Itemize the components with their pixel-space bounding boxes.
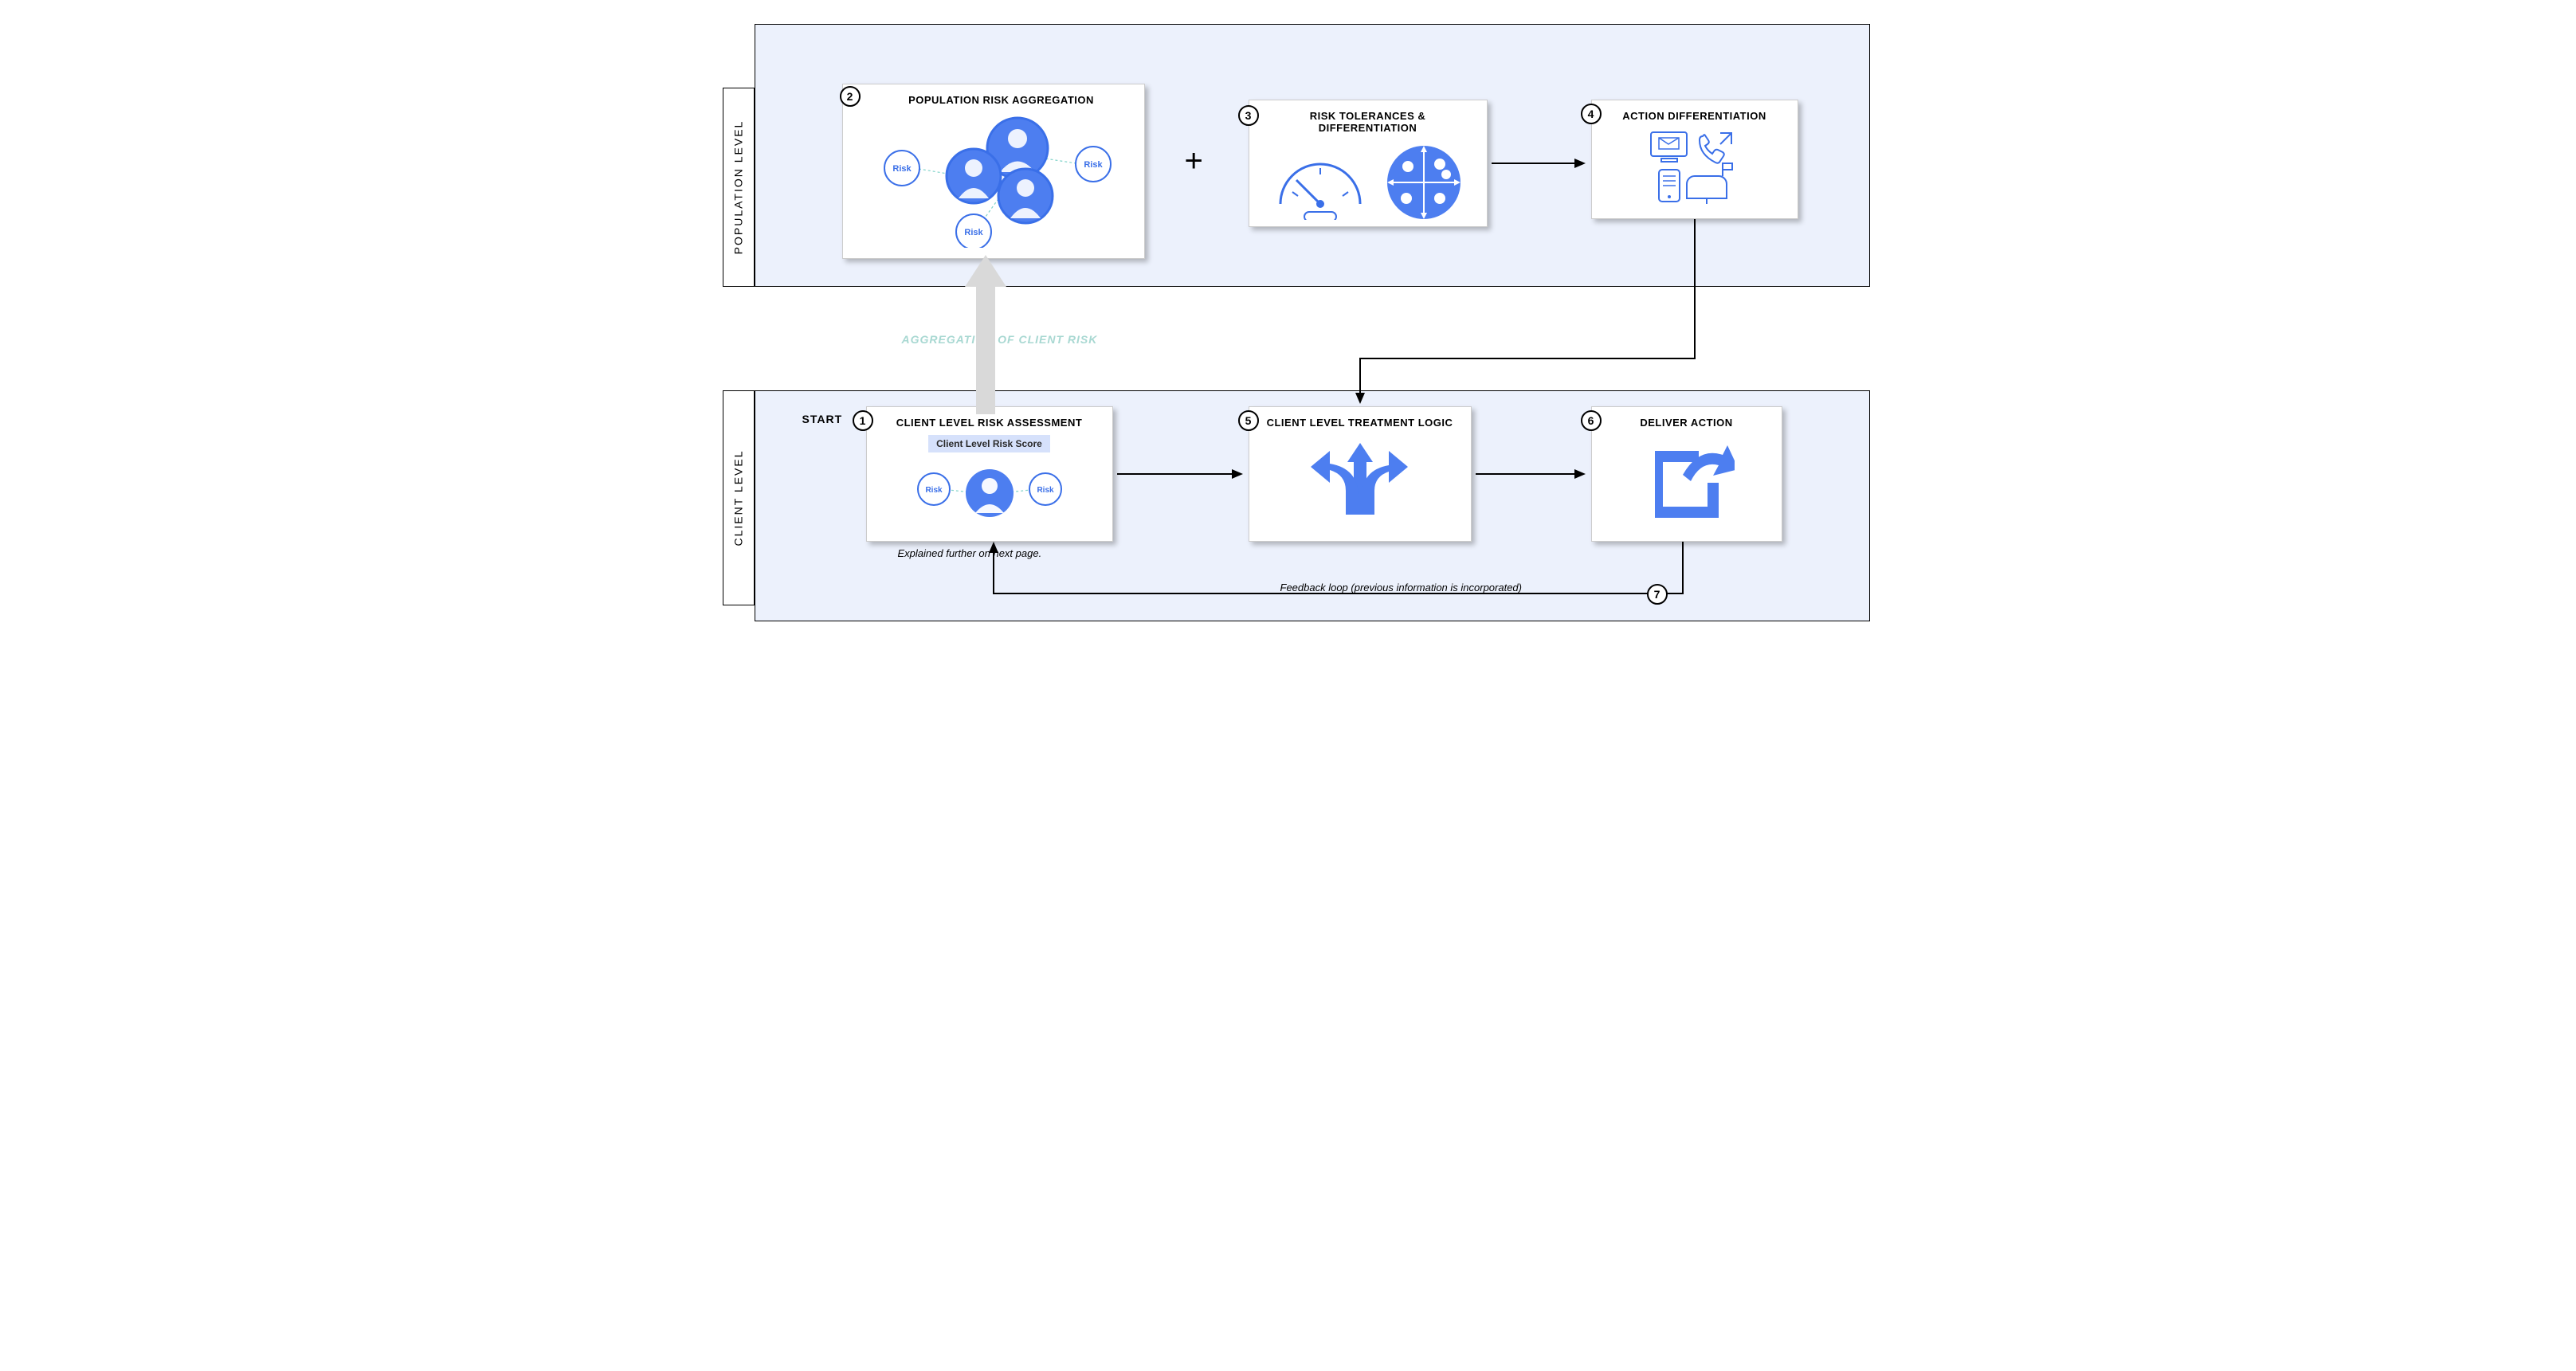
badge-4: 4 [1581, 104, 1602, 124]
badge-3: 3 [1238, 105, 1259, 126]
feedback-label: Feedback loop (previous information is i… [1280, 582, 1523, 593]
card-5-graphic [1261, 435, 1460, 519]
card-population-risk-aggregation: 2 POPULATION RISK AGGREGATION Risk Risk … [842, 84, 1145, 259]
card-1-title: CLIENT LEVEL RISK ASSESSMENT [878, 417, 1101, 429]
svg-text:Risk: Risk [1084, 160, 1103, 170]
card-client-treatment-logic: 5 CLIENT LEVEL TREATMENT LOGIC [1249, 406, 1472, 542]
badge-1: 1 [853, 410, 873, 431]
card-4-title: ACTION DIFFERENTIATION [1603, 110, 1786, 122]
population-lane-label: POPULATION LEVEL [723, 88, 755, 287]
client-lane-label: CLIENT LEVEL [723, 390, 755, 605]
card-3-graphic [1261, 140, 1476, 220]
svg-text:Risk: Risk [964, 228, 983, 237]
card-3-title: RISK TOLERANCES & DIFFERENTIATION [1261, 110, 1476, 134]
card-action-differentiation: 4 ACTION DIFFERENTIATION [1591, 100, 1798, 219]
card-1-graphic: Risk Risk [878, 457, 1101, 529]
start-label: START [802, 413, 843, 425]
client-risk-score-bar: Client Level Risk Score [928, 435, 1050, 452]
svg-text:Risk: Risk [1037, 486, 1054, 495]
plus-symbol: + [1185, 143, 1203, 179]
badge-5: 5 [1238, 410, 1259, 431]
explained-footnote: Explained further on next page. [898, 547, 1042, 559]
card-client-risk-assessment: 1 CLIENT LEVEL RISK ASSESSMENT Client Le… [866, 406, 1113, 542]
card-2-title: POPULATION RISK AGGREGATION [870, 94, 1133, 106]
card-2-graphic: Risk Risk Risk [854, 112, 1133, 248]
svg-text:Risk: Risk [925, 486, 943, 495]
aggregation-label: AGGREGATION OF CLIENT RISK [902, 333, 1098, 346]
badge-6: 6 [1581, 410, 1602, 431]
badge-2: 2 [840, 86, 861, 107]
card-4-graphic [1603, 128, 1786, 204]
card-6-graphic [1603, 435, 1770, 519]
card-5-title: CLIENT LEVEL TREATMENT LOGIC [1261, 417, 1460, 429]
svg-text:Risk: Risk [892, 164, 912, 174]
card-risk-tolerances: 3 RISK TOLERANCES & DIFFERENTIATION [1249, 100, 1488, 227]
risk-flow-diagram: POPULATION LEVEL CLIENT LEVEL START 1 CL… [707, 16, 1870, 637]
card-6-title: DELIVER ACTION [1603, 417, 1770, 429]
badge-7: 7 [1647, 584, 1668, 605]
card-deliver-action: 6 DELIVER ACTION [1591, 406, 1782, 542]
